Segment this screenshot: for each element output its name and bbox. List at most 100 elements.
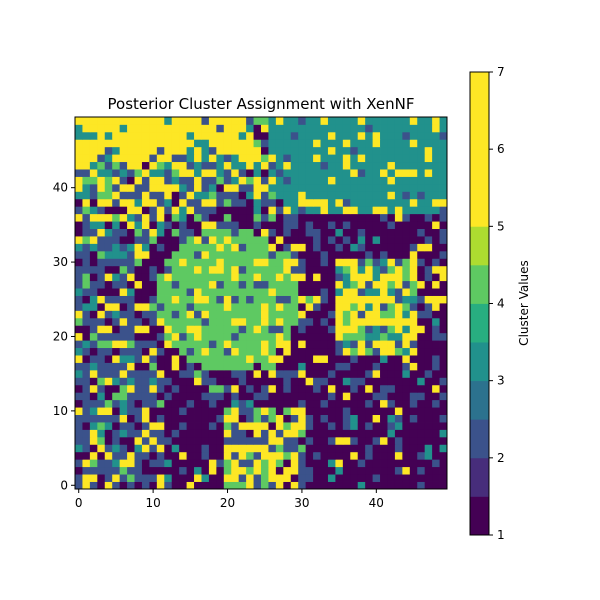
heatmap-cell bbox=[75, 206, 83, 215]
heatmap-cell bbox=[298, 288, 307, 296]
heatmap-cell bbox=[342, 414, 351, 423]
heatmap-cell bbox=[298, 169, 307, 177]
heatmap-cell bbox=[305, 429, 314, 438]
heatmap-cell bbox=[149, 213, 158, 222]
heatmap-cell bbox=[119, 347, 128, 356]
heatmap-cell bbox=[208, 191, 217, 200]
heatmap-cell bbox=[119, 436, 128, 445]
heatmap-cell bbox=[290, 183, 299, 192]
heatmap-cell bbox=[223, 258, 232, 267]
heatmap-cell bbox=[268, 347, 277, 356]
heatmap-cell bbox=[409, 258, 418, 267]
heatmap-cell bbox=[313, 198, 321, 207]
heatmap-cell bbox=[387, 198, 396, 207]
heatmap-cell bbox=[112, 124, 121, 133]
colorbar-tick-label: 2 bbox=[497, 451, 505, 465]
heatmap-cell bbox=[223, 451, 232, 460]
heatmap-cell bbox=[223, 422, 232, 430]
heatmap-cell bbox=[357, 295, 366, 304]
heatmap-cell bbox=[104, 362, 113, 371]
heatmap-cell bbox=[365, 317, 373, 326]
heatmap-cell bbox=[365, 481, 373, 490]
heatmap-cell bbox=[186, 332, 195, 341]
heatmap-cell bbox=[164, 131, 173, 140]
heatmap-cell bbox=[127, 317, 135, 326]
heatmap-cell bbox=[208, 466, 217, 475]
heatmap-cell bbox=[298, 474, 307, 482]
heatmap-cell bbox=[97, 236, 106, 244]
heatmap-cell bbox=[216, 407, 225, 415]
heatmap-cell bbox=[246, 399, 254, 408]
heatmap-cell bbox=[327, 146, 336, 155]
heatmap-cell bbox=[350, 317, 359, 326]
heatmap-cell bbox=[327, 295, 336, 304]
heatmap-cell bbox=[201, 131, 210, 140]
heatmap-cell bbox=[75, 474, 83, 482]
heatmap-cell bbox=[82, 451, 91, 460]
heatmap-cell bbox=[134, 347, 143, 356]
heatmap-cell bbox=[208, 258, 217, 267]
heatmap-cell bbox=[313, 332, 321, 341]
heatmap-cell bbox=[409, 228, 418, 237]
heatmap-cell bbox=[194, 288, 202, 296]
heatmap-cell bbox=[298, 362, 307, 371]
colorbar bbox=[469, 71, 490, 536]
heatmap-cell bbox=[305, 459, 314, 468]
heatmap-cell bbox=[97, 392, 106, 401]
heatmap-cell bbox=[424, 310, 433, 319]
heatmap-cell bbox=[261, 407, 269, 415]
heatmap-cell bbox=[141, 399, 150, 408]
heatmap-cell bbox=[409, 131, 418, 140]
heatmap-cell bbox=[179, 325, 187, 334]
heatmap-cell bbox=[164, 117, 173, 125]
heatmap-cell bbox=[141, 131, 150, 140]
heatmap-cell bbox=[171, 221, 180, 229]
heatmap-cell bbox=[127, 429, 135, 438]
heatmap-cell bbox=[82, 325, 91, 334]
heatmap-cell bbox=[75, 429, 83, 438]
heatmap-cell bbox=[372, 146, 381, 155]
heatmap-cell bbox=[424, 117, 433, 125]
heatmap-cell bbox=[365, 280, 373, 289]
heatmap-cell bbox=[290, 422, 299, 430]
heatmap-cell bbox=[112, 295, 121, 304]
heatmap-cell bbox=[439, 288, 448, 296]
heatmap-cell bbox=[149, 198, 158, 207]
heatmap-cell bbox=[75, 444, 83, 453]
heatmap-cell bbox=[149, 466, 158, 475]
heatmap-cell bbox=[275, 236, 284, 244]
heatmap-cell bbox=[402, 198, 411, 207]
heatmap-cell bbox=[417, 273, 426, 282]
heatmap-cell bbox=[387, 347, 396, 356]
heatmap-cell bbox=[387, 459, 396, 468]
heatmap-cell bbox=[127, 422, 135, 430]
heatmap-cell bbox=[298, 303, 307, 311]
heatmap-cell bbox=[298, 228, 307, 237]
heatmap-cell bbox=[194, 317, 202, 326]
heatmap-cell bbox=[223, 117, 232, 125]
heatmap-cell bbox=[290, 392, 299, 401]
heatmap-cell bbox=[134, 317, 143, 326]
heatmap-cell bbox=[194, 392, 202, 401]
heatmap-cell bbox=[156, 176, 165, 185]
heatmap-cell bbox=[365, 310, 373, 319]
heatmap-cell bbox=[327, 481, 336, 490]
heatmap-cell bbox=[283, 369, 292, 378]
heatmap-cell bbox=[335, 310, 344, 319]
heatmap-cell bbox=[372, 459, 381, 468]
heatmap-cell bbox=[387, 384, 396, 393]
heatmap-cell bbox=[246, 295, 254, 304]
heatmap-cell bbox=[156, 340, 165, 349]
heatmap-cell bbox=[424, 295, 433, 304]
heatmap-cell bbox=[268, 213, 277, 222]
heatmap-cell bbox=[313, 466, 321, 475]
heatmap-cell bbox=[194, 310, 202, 319]
heatmap-cell bbox=[372, 243, 381, 252]
heatmap-cell bbox=[201, 124, 210, 133]
heatmap-cell bbox=[201, 221, 210, 229]
heatmap-cell bbox=[261, 221, 269, 229]
heatmap-cell bbox=[216, 399, 225, 408]
heatmap-cell bbox=[320, 355, 329, 363]
heatmap-cell bbox=[246, 288, 254, 296]
heatmap-cell bbox=[365, 325, 373, 334]
